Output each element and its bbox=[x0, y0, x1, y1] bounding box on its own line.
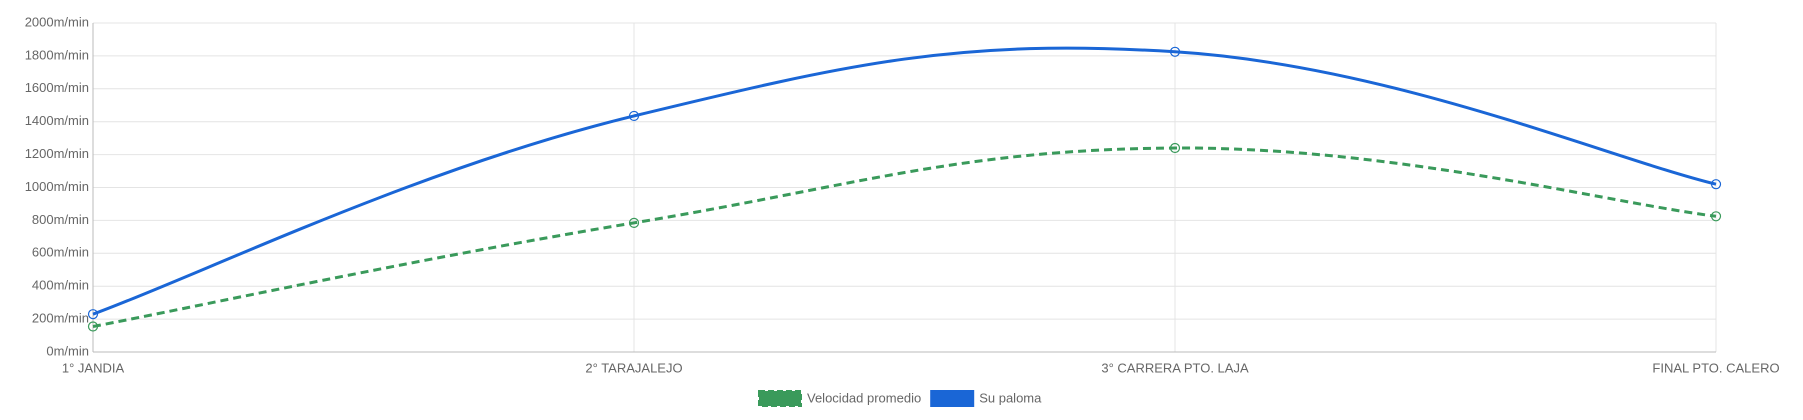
y-tick-label: 1400m/min bbox=[25, 113, 89, 128]
y-tick-label: 0m/min bbox=[46, 343, 89, 358]
data-point bbox=[1169, 142, 1181, 154]
legend-label: Velocidad promedio bbox=[807, 390, 921, 405]
y-tick-label: 1000m/min bbox=[25, 179, 89, 194]
legend-swatch bbox=[758, 390, 802, 407]
y-tick-label: 600m/min bbox=[32, 245, 89, 260]
x-tick-label: 1° JANDIA bbox=[62, 360, 125, 375]
data-point bbox=[87, 309, 99, 320]
x-tick-label: 3° CARRERA PTO. LAJA bbox=[1101, 360, 1249, 375]
data-point bbox=[87, 321, 99, 332]
legend-swatch bbox=[930, 390, 975, 407]
y-tick-label: 1600m/min bbox=[25, 80, 89, 95]
x-tick-label: FINAL PTO. CALERO bbox=[1652, 360, 1779, 375]
legend-label: Su paloma bbox=[979, 390, 1042, 405]
y-tick-label: 1200m/min bbox=[25, 146, 89, 161]
y-tick-label: 400m/min bbox=[32, 278, 89, 293]
x-tick-label: 2° TARAJALEJO bbox=[585, 360, 682, 375]
series-line bbox=[92, 146, 1717, 328]
data-point bbox=[1710, 211, 1722, 222]
y-tick-label: 200m/min bbox=[32, 311, 89, 326]
data-point bbox=[1710, 179, 1722, 190]
y-tick-label: 2000m/min bbox=[25, 14, 89, 29]
y-tick-label: 800m/min bbox=[32, 212, 89, 227]
y-tick-label: 1800m/min bbox=[25, 47, 89, 62]
data-point bbox=[1169, 46, 1181, 57]
series-line bbox=[92, 46, 1717, 316]
data-point bbox=[628, 217, 640, 228]
data-point bbox=[628, 110, 640, 122]
